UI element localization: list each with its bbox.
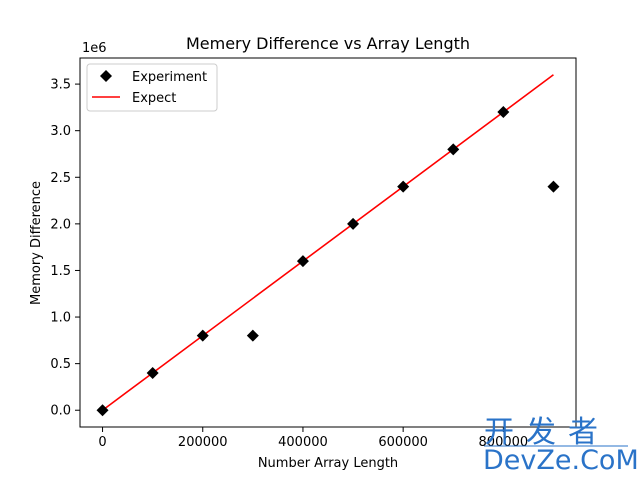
y-tick-label: 1.5	[50, 264, 71, 279]
y-tick-label: 0.5	[50, 357, 71, 372]
experiment-point	[296, 255, 309, 268]
x-axis-ticks: 0 200000 400000 600000 800000	[98, 427, 528, 450]
x-axis-label: Number Array Length	[258, 456, 398, 471]
y-axis-label: Memory Difference	[29, 181, 44, 305]
y-tick-label: 3.5	[50, 78, 71, 93]
experiment-point	[347, 217, 360, 230]
axes-frame	[79, 57, 577, 428]
experiment-point	[146, 366, 159, 379]
y-tick-label: 2.0	[50, 217, 71, 232]
legend: Experiment Expect	[86, 63, 218, 112]
watermark-english: DevZe.CoM	[483, 445, 639, 476]
x-tick-label: 0	[98, 435, 106, 450]
watermark-chinese: 开发者	[484, 415, 610, 450]
legend-box	[86, 63, 218, 112]
experiment-point	[397, 180, 410, 193]
legend-label-expect: Expect	[132, 91, 176, 106]
experiment-point	[497, 106, 510, 119]
y-tick-label: 0.0	[50, 404, 71, 419]
legend-diamond-marker	[100, 70, 112, 82]
y-axis-ticks: 0.0 0.5 1.0 1.5 2.0 2.5 3.0 3.5	[50, 78, 80, 419]
experiment-point	[547, 180, 560, 193]
y-tick-label: 3.0	[50, 124, 71, 139]
x-tick-label: 400000	[278, 435, 328, 450]
experiment-point	[246, 329, 259, 342]
y-tick-label: 1.0	[50, 311, 71, 326]
y-tick-label: 2.5	[50, 171, 71, 186]
watermark: 开发者 DevZe.CoM	[483, 415, 639, 476]
x-tick-label: 200000	[178, 435, 228, 450]
legend-label-experiment: Experiment	[132, 70, 207, 85]
experiment-point	[447, 143, 460, 156]
expect-series-line	[102, 74, 554, 411]
chart-title: Memery Difference vs Array Length	[186, 34, 470, 53]
x-tick-label: 600000	[378, 435, 428, 450]
plot-area	[79, 57, 577, 428]
experiment-point	[96, 404, 109, 417]
experiment-point	[196, 329, 209, 342]
y-offset-label: 1e6	[82, 41, 107, 56]
